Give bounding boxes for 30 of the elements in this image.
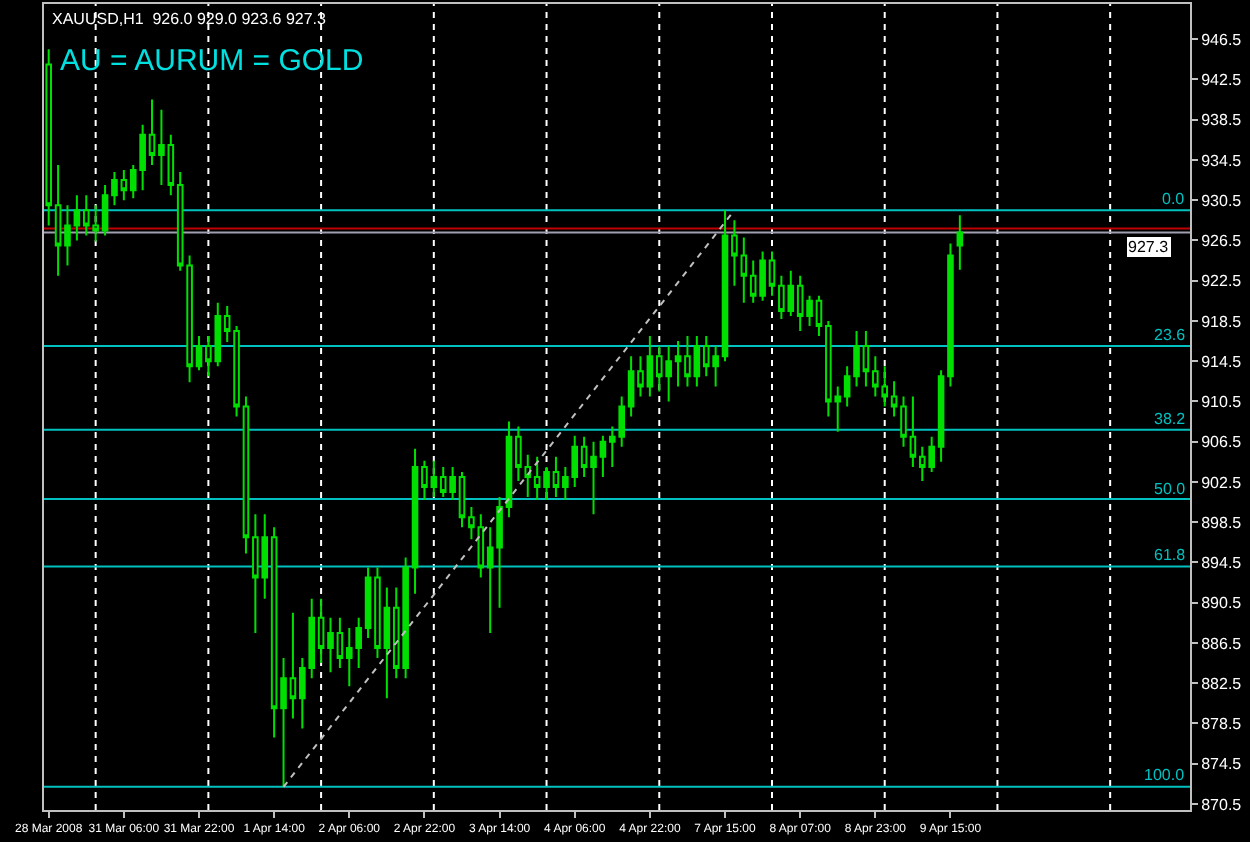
y-tick-label: 930.5 [1201,191,1243,210]
annotation: 50.0 [1154,480,1187,498]
annotation: 0.0 [1162,190,1186,208]
y-tick-label: 934.5 [1201,151,1243,170]
annotation: 38.2 [1154,410,1187,428]
candlestick [956,214,964,271]
y-tick-label: 906.5 [1201,433,1243,452]
ref-line-label: 927.3 [1128,238,1170,256]
y-tick-label: 894.5 [1201,554,1243,573]
y-tick-label: 942.5 [1201,71,1243,90]
annotation: 23.6 [1154,326,1187,344]
y-tick-label: 918.5 [1201,312,1243,331]
annotation: AU = AURUM = GOLD [60,44,364,78]
y-tick-label: 914.5 [1201,352,1243,371]
y-tick-label: 898.5 [1201,513,1243,532]
chart-title: XAUUSD,H1 926.0 929.0 923.6 927.3 [52,10,328,28]
y-tick-label: 882.5 [1201,674,1243,693]
y-tick-label: 878.5 [1201,715,1243,734]
y-tick-label: 874.5 [1201,755,1243,774]
y-tick-label: 886.5 [1201,634,1243,653]
y-tick-label: 938.5 [1201,111,1243,130]
y-tick-label: 890.5 [1201,594,1243,613]
y-tick-label: 926.5 [1201,232,1243,251]
annotation: 61.8 [1154,546,1187,564]
y-tick-label: 870.5 [1201,795,1243,814]
annotation: 100.0 [1144,766,1186,784]
y-tick-label: 910.5 [1201,393,1243,412]
y-tick-label: 902.5 [1201,473,1243,492]
y-tick-label: 946.5 [1201,30,1243,49]
y-tick-label: 922.5 [1201,272,1243,291]
